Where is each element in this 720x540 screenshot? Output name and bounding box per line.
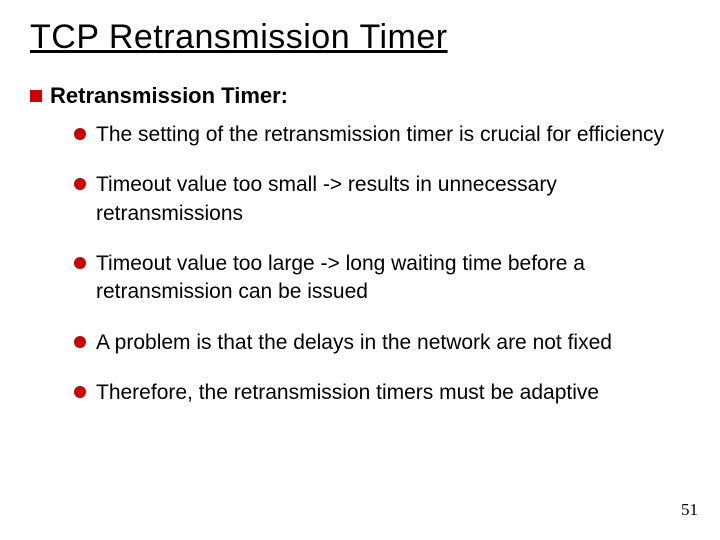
circle-bullet-icon [74,178,86,190]
circle-bullet-icon [74,128,86,140]
circle-bullet-icon [74,257,86,269]
bullet-text: Timeout value too small -> results in un… [96,171,672,228]
page-number: 51 [681,500,698,520]
list-item: A problem is that the delays in the netw… [74,329,672,357]
list-item: Timeout value too large -> long waiting … [74,250,672,307]
section-heading-row: Retransmission Timer: [30,83,692,109]
list-item: Timeout value too small -> results in un… [74,171,672,228]
circle-bullet-icon [74,336,86,348]
bullet-text: A problem is that the delays in the netw… [96,329,612,357]
list-item: Therefore, the retransmission timers mus… [74,379,672,407]
circle-bullet-icon [74,386,86,398]
square-bullet-icon [30,90,42,102]
bullet-text: The setting of the retransmission timer … [96,121,664,149]
slide: TCP Retransmission Timer Retransmission … [0,0,720,540]
list-item: The setting of the retransmission timer … [74,121,672,149]
section-heading: Retransmission Timer: [50,83,288,109]
bullet-text: Timeout value too large -> long waiting … [96,250,672,307]
bullet-text: Therefore, the retransmission timers mus… [96,379,599,407]
slide-title: TCP Retransmission Timer [30,18,692,57]
